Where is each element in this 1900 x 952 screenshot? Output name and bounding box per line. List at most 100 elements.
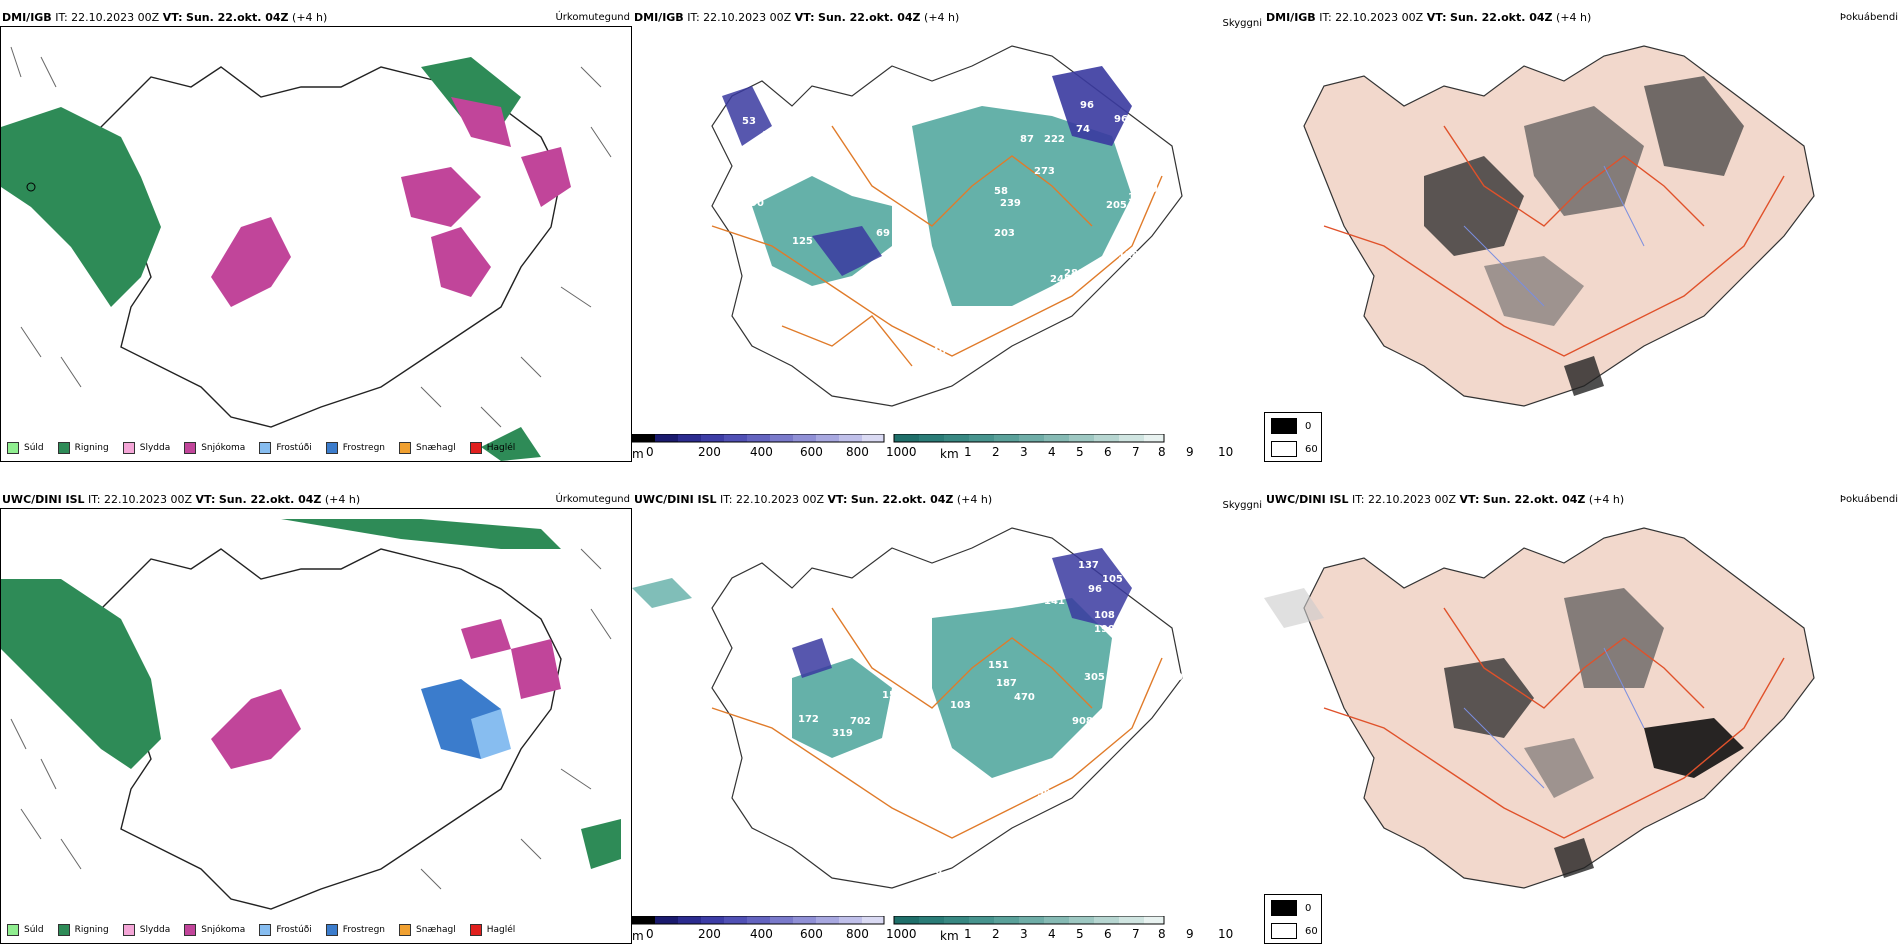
roads [711, 125, 1163, 367]
legend-item: 60 [1271, 439, 1321, 459]
fog-panel-2: UWC/DINI ISL IT: 22.10.2023 00Z VT: Sun.… [1264, 492, 1900, 944]
unit-label: km [940, 447, 959, 461]
value-label: 76 [928, 866, 942, 877]
map-frame: Súld Rigning Slydda Snjókoma Frostúði Fr… [0, 508, 632, 944]
tick-label: 5 [1076, 445, 1084, 459]
legend-item: Snjókoma [184, 442, 245, 454]
tick-label: 10 [1218, 445, 1233, 459]
value-label: 172 [798, 714, 819, 725]
tick-label: 6 [1104, 445, 1112, 459]
tick-label: 600 [800, 927, 823, 941]
value-label: 305 [1084, 672, 1105, 683]
legend-item: Súld [7, 442, 44, 454]
tick-label: 1000 [886, 445, 917, 459]
fog-legend: 0 60 [1264, 412, 1322, 462]
precip-legend: Súld Rigning Slydda Snjókoma Frostúði Fr… [1, 435, 631, 461]
tick-label: 1 [964, 927, 972, 941]
value-label: 470 [1014, 692, 1035, 703]
cloud-numbers: 96 96 74 222 87 101 103 53 90 125 69 128… [742, 100, 1196, 389]
value-label: 151 [988, 660, 1009, 671]
value-label: 239 [1000, 198, 1021, 209]
legend-item: Rigning [57, 442, 109, 454]
value-label: 108 [1094, 610, 1115, 621]
value-label: 113 [894, 724, 915, 735]
value-label: 702 [850, 716, 871, 727]
value-label: 87 [1020, 134, 1034, 145]
frostudi-area [471, 709, 511, 759]
value-label: 25 [1140, 592, 1154, 603]
value-label: 141 [1044, 596, 1065, 607]
value-label: 128 [1118, 250, 1139, 261]
tick-label: 2 [992, 445, 1000, 459]
legend-item: Slydda [122, 442, 170, 454]
value-label: 121 [1090, 790, 1111, 801]
rivers [1463, 165, 1645, 307]
tick-label: 8 [1158, 927, 1166, 941]
snow-area [401, 167, 481, 227]
value-label: 203 [994, 228, 1015, 239]
cloud-map: 96 96 74 222 87 101 103 53 90 125 69 128… [711, 45, 1196, 407]
precip-map [1, 519, 621, 910]
precip-panel-2: UWC/DINI ISL IT: 22.10.2023 00Z VT: Sun.… [0, 492, 632, 944]
value-label: 127 [1120, 270, 1141, 281]
value-label: 190 [1094, 624, 1115, 635]
precip-panel-1: DMI/IGB IT: 22.10.2023 00Z VT: Sun. 22.o… [0, 10, 632, 462]
legend-item: 0 [1271, 898, 1321, 918]
unit-label: m [632, 447, 644, 461]
panel-title: Úrkomutegund [555, 12, 630, 23]
snow-area [451, 97, 511, 147]
iceland-coastline [90, 548, 562, 910]
value-label: 105 [1102, 574, 1123, 585]
fog-map [1264, 527, 1815, 889]
height-colorbar: m 0 200 400 600 800 1000 km 1 2 3 4 5 6 … [632, 434, 1252, 470]
tick-label: 2 [992, 927, 1000, 941]
value-label: 69 [876, 228, 890, 239]
panel-title: Þokuábendi [1839, 494, 1898, 505]
value-label: 399 [1030, 788, 1051, 799]
tick-label: 9 [1186, 445, 1194, 459]
wind-barbs [10, 46, 612, 428]
legend-item: 60 [1271, 921, 1321, 941]
value-label: 136 [804, 294, 825, 305]
value-label: 125 [792, 236, 813, 247]
panel-title: Úrkomutegund [555, 494, 630, 505]
value-label: 273 [1034, 166, 1055, 177]
legend-item: Frostregn [325, 442, 385, 454]
tick-label: 4 [1048, 927, 1056, 941]
value-label: 74 [1076, 124, 1090, 135]
value-label: 278 [872, 274, 893, 285]
unit-label: km [940, 929, 959, 943]
legend-item: Snjókoma [184, 924, 245, 936]
value-label: 81 [1140, 614, 1154, 625]
legend-item: Slydda [122, 924, 170, 936]
header: UWC/DINI ISL IT: 22.10.2023 00Z VT: Sun.… [1266, 493, 1625, 506]
header: UWC/DINI ISL IT: 22.10.2023 00Z VT: Sun.… [2, 493, 361, 506]
value-label: 288 [1064, 268, 1085, 279]
map-frame: Súld Rigning Slydda Snjókoma Frostúði Fr… [0, 26, 632, 462]
rivers [1463, 647, 1645, 789]
value-label: 99 [1144, 184, 1158, 195]
tick-label: 9 [1186, 927, 1194, 941]
tick-label: 1 [964, 445, 972, 459]
fog-map [1303, 45, 1815, 407]
value-label: 188 [864, 744, 885, 755]
tick-label: 800 [846, 927, 869, 941]
legend-item: Frostregn [325, 924, 385, 936]
value-label: 90 [750, 198, 764, 209]
tick-label: 1000 [886, 927, 917, 941]
value-label: 319 [832, 728, 853, 739]
value-label: 804 [908, 792, 929, 803]
legend-item: Haglél [469, 442, 515, 454]
snow-area [511, 639, 561, 699]
value-label: 101 [762, 130, 783, 141]
value-label: 129 [1128, 192, 1149, 203]
legend-item: Rigning [57, 924, 109, 936]
fog-legend: 0 60 [1264, 894, 1322, 944]
value-label: 121 [1136, 636, 1157, 647]
roads [711, 607, 1163, 839]
rain-area [1, 579, 161, 769]
cloud-panel-2: UWC/DINI ISL IT: 22.10.2023 00Z VT: Sun.… [632, 492, 1264, 944]
legend-item: Súld [7, 924, 44, 936]
rain-area [1, 107, 161, 307]
value-label: 58 [994, 186, 1008, 197]
